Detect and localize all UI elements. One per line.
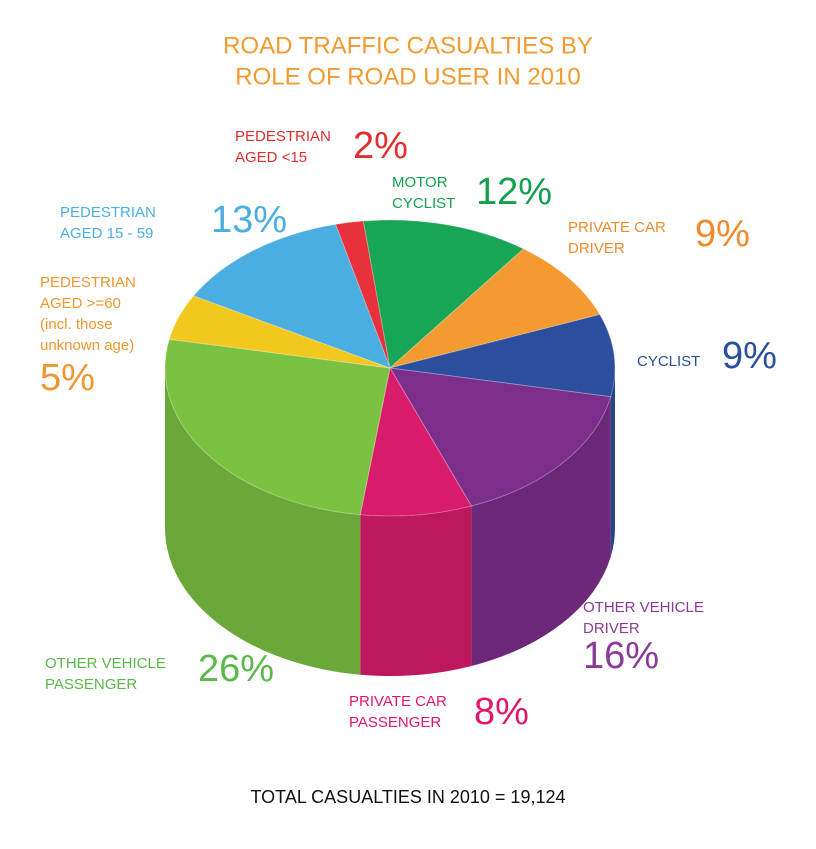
slice-label: AGED >=60 xyxy=(40,295,121,312)
chart-title: ROAD TRAFFIC CASUALTIES BY xyxy=(223,32,593,59)
slice-side-shade xyxy=(610,368,615,557)
slice-side-shade xyxy=(360,505,472,676)
value-label: 13% xyxy=(211,199,287,241)
slice-label: PASSENGER xyxy=(45,676,137,693)
slice-label: CYCLIST xyxy=(637,353,700,370)
pie-walls xyxy=(165,368,615,676)
slice-label: DRIVER xyxy=(583,620,640,637)
slice-label: (incl. those xyxy=(40,316,113,333)
slice-label: unknown age) xyxy=(40,337,134,354)
chart-title: ROLE OF ROAD USER IN 2010 xyxy=(235,63,580,90)
slice-label: CYCLIST xyxy=(392,195,455,212)
value-label: 8% xyxy=(474,691,529,733)
slice xyxy=(389,313,616,398)
slice xyxy=(164,338,391,516)
value-label: 26% xyxy=(198,648,274,690)
slice-side xyxy=(360,505,472,676)
slice xyxy=(334,220,391,369)
value-label: 2% xyxy=(353,125,408,167)
slice-label: OTHER VEHICLE xyxy=(583,599,704,616)
slice-side xyxy=(610,368,615,557)
slice xyxy=(362,219,525,369)
value-label: 9% xyxy=(695,213,750,255)
slice-side xyxy=(165,368,361,675)
slice-label: DRIVER xyxy=(568,240,625,257)
footnote: TOTAL CASUALTIES IN 2010 = 19,124 xyxy=(251,787,566,807)
value-label: 12% xyxy=(476,171,552,213)
slice xyxy=(168,295,391,369)
slice-label: AGED 15 - 59 xyxy=(60,225,153,242)
slice-label: PEDESTRIAN xyxy=(235,128,331,145)
pie-top xyxy=(164,219,616,517)
slice-side-shade xyxy=(471,396,611,666)
slice-label: PEDESTRIAN xyxy=(40,274,136,291)
slice-label: AGED <15 xyxy=(235,149,307,166)
slice-side-shade xyxy=(165,368,361,675)
slice xyxy=(359,366,473,517)
slice-label: PRIVATE CAR xyxy=(349,693,447,710)
slice xyxy=(389,367,612,507)
value-label: 5% xyxy=(40,357,95,399)
slice-label: PASSENGER xyxy=(349,714,441,731)
slice-label: MOTOR xyxy=(392,174,448,191)
slice-label: PRIVATE CAR xyxy=(568,219,666,236)
value-label: 9% xyxy=(722,335,777,377)
slice-side xyxy=(471,396,611,666)
value-label: 16% xyxy=(583,635,659,677)
slice xyxy=(389,248,601,369)
slice xyxy=(192,223,391,369)
slice-label: OTHER VEHICLE xyxy=(45,655,166,672)
slice-label: PEDESTRIAN xyxy=(60,204,156,221)
